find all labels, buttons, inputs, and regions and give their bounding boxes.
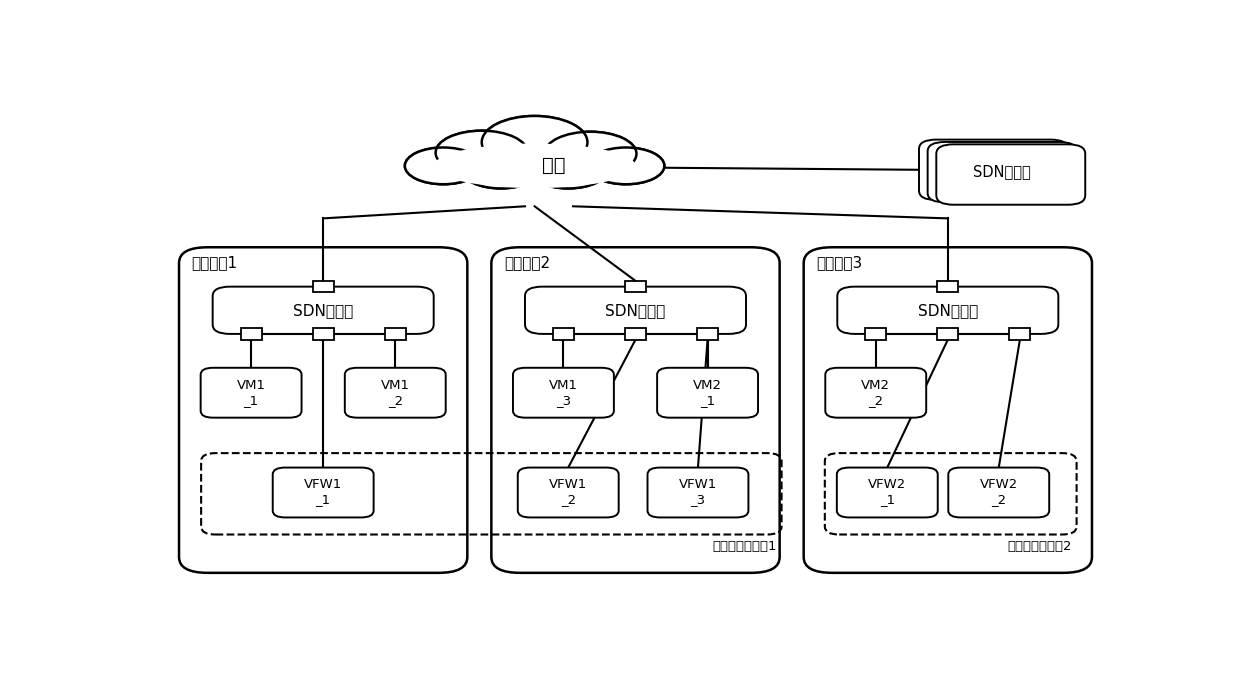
Ellipse shape	[460, 149, 542, 188]
FancyBboxPatch shape	[345, 368, 445, 417]
Bar	[625, 281, 646, 293]
Ellipse shape	[544, 132, 636, 176]
Text: VM2
_2: VM2 _2	[862, 379, 890, 406]
Ellipse shape	[481, 116, 588, 168]
Text: 防火墙集群服务2: 防火墙集群服务2	[1007, 539, 1071, 553]
Text: 网络: 网络	[542, 156, 565, 175]
FancyBboxPatch shape	[826, 368, 926, 417]
FancyBboxPatch shape	[919, 140, 1068, 200]
Bar	[312, 328, 334, 340]
Text: VFW1
_2: VFW1 _2	[549, 479, 588, 507]
Bar	[937, 281, 959, 293]
Ellipse shape	[435, 131, 528, 175]
Text: 计算节点3: 计算节点3	[816, 255, 862, 270]
Text: VFW2
_1: VFW2 _1	[868, 479, 906, 507]
FancyBboxPatch shape	[201, 368, 301, 417]
Bar	[241, 328, 262, 340]
FancyBboxPatch shape	[518, 468, 619, 518]
Bar	[553, 328, 574, 340]
Text: VFW1
_1: VFW1 _1	[304, 479, 342, 507]
Ellipse shape	[544, 132, 636, 176]
Text: 计算节点2: 计算节点2	[503, 255, 551, 270]
FancyBboxPatch shape	[179, 248, 467, 573]
Bar	[1009, 328, 1030, 340]
Text: 防火墙集群服务1: 防火墙集群服务1	[712, 539, 776, 553]
Ellipse shape	[528, 149, 609, 188]
Ellipse shape	[435, 131, 528, 175]
Ellipse shape	[434, 143, 635, 188]
Text: VM2
_1: VM2 _1	[693, 379, 722, 406]
FancyBboxPatch shape	[273, 468, 373, 518]
Text: SDN交换机: SDN交换机	[918, 303, 978, 318]
FancyBboxPatch shape	[657, 368, 758, 417]
Text: VFW2
_2: VFW2 _2	[980, 479, 1018, 507]
Bar	[866, 328, 887, 340]
Bar	[625, 328, 646, 340]
Ellipse shape	[588, 147, 665, 184]
Text: SDN控制器: SDN控制器	[973, 164, 1030, 179]
FancyBboxPatch shape	[804, 248, 1092, 573]
Bar	[312, 281, 334, 293]
FancyBboxPatch shape	[928, 142, 1076, 203]
Text: VM1
_1: VM1 _1	[237, 379, 265, 406]
FancyBboxPatch shape	[837, 286, 1058, 334]
FancyBboxPatch shape	[949, 468, 1049, 518]
FancyBboxPatch shape	[837, 468, 937, 518]
FancyBboxPatch shape	[213, 286, 434, 334]
Ellipse shape	[405, 147, 482, 184]
FancyBboxPatch shape	[647, 468, 749, 518]
Ellipse shape	[588, 147, 665, 184]
Bar	[937, 328, 959, 340]
Ellipse shape	[528, 149, 609, 188]
Ellipse shape	[460, 149, 542, 188]
Text: VM1
_2: VM1 _2	[381, 379, 409, 406]
Text: 计算节点1: 计算节点1	[191, 255, 238, 270]
Text: VFW1
_3: VFW1 _3	[678, 479, 717, 507]
FancyBboxPatch shape	[525, 286, 746, 334]
FancyBboxPatch shape	[936, 145, 1085, 205]
Ellipse shape	[405, 147, 482, 184]
Text: SDN交换机: SDN交换机	[293, 303, 353, 318]
Ellipse shape	[481, 116, 588, 168]
Bar	[384, 328, 405, 340]
Text: SDN交换机: SDN交换机	[605, 303, 666, 318]
FancyBboxPatch shape	[513, 368, 614, 417]
FancyBboxPatch shape	[491, 248, 780, 573]
Text: VM1
_3: VM1 _3	[549, 379, 578, 406]
Bar	[697, 328, 718, 340]
